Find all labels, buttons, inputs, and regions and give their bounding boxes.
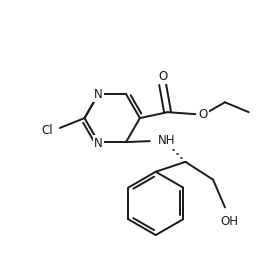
Text: O: O: [158, 70, 167, 83]
Text: N: N: [94, 137, 103, 150]
Text: OH: OH: [220, 215, 238, 228]
Text: NH: NH: [158, 134, 175, 147]
Text: N: N: [94, 88, 103, 101]
Text: O: O: [198, 108, 207, 121]
Text: Cl: Cl: [41, 124, 53, 137]
